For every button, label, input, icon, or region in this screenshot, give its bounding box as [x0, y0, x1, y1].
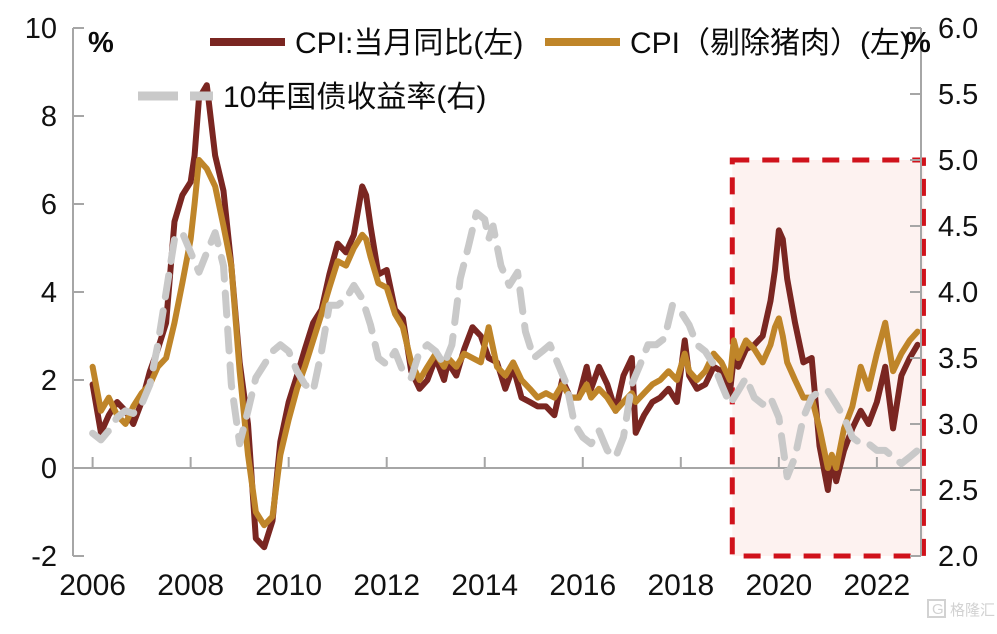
watermark-logo-box: [927, 599, 946, 618]
x-axis-tick-label: 2008: [157, 569, 224, 602]
left-axis-unit-label: %: [88, 27, 114, 59]
series-line-2: [89, 157, 921, 529]
left-axis-tick-label: 6: [41, 189, 57, 221]
left-axis-tick-label: 10: [25, 13, 57, 45]
x-axis-tick-label: 2020: [745, 569, 812, 602]
right-axis-tick-label: 3.0: [938, 409, 978, 441]
right-axis-tick-label: 4.0: [938, 277, 978, 309]
legend-label-3: 10年国债收益率(右): [223, 81, 486, 114]
legend-label-2: CPI（剔除猪肉）(左): [630, 27, 910, 60]
left-axis-tick-label: 4: [41, 277, 57, 309]
watermark: G 格隆汇: [927, 599, 995, 619]
right-axis-tick-label: 5.0: [938, 145, 978, 177]
x-axis-tick-label: 2010: [255, 569, 322, 602]
x-axis-tick-label: 2016: [549, 569, 616, 602]
watermark-logo-letter: G: [932, 601, 944, 618]
right-axis-tick-label: 3.5: [938, 343, 978, 375]
right-axis-unit-label: %: [905, 27, 931, 59]
left-axis-tick-label: 0: [41, 453, 57, 485]
series-line-3: [89, 209, 922, 481]
right-axis-tick-label: 2.0: [938, 541, 978, 573]
x-axis-tick-label: 2022: [844, 569, 911, 602]
left-axis-tick-label: 8: [41, 101, 57, 133]
x-axis-tick-label: 2012: [353, 569, 420, 602]
right-axis-tick-label: 4.5: [938, 211, 978, 243]
x-axis-tick-label: 2006: [59, 569, 126, 602]
x-axis-tick-label: 2014: [451, 569, 518, 602]
left-axis-tick-label: 2: [41, 365, 57, 397]
right-axis-tick-label: 5.5: [938, 79, 978, 111]
right-axis-tick-label: 2.5: [938, 475, 978, 507]
right-axis-tick-label: 6.0: [938, 13, 978, 45]
watermark-text: 格隆汇: [950, 602, 995, 619]
left-axis-tick-label: -2: [31, 541, 57, 573]
legend-label-1: CPI:当月同比(左): [295, 27, 523, 60]
x-axis-tick-label: 2018: [647, 569, 714, 602]
